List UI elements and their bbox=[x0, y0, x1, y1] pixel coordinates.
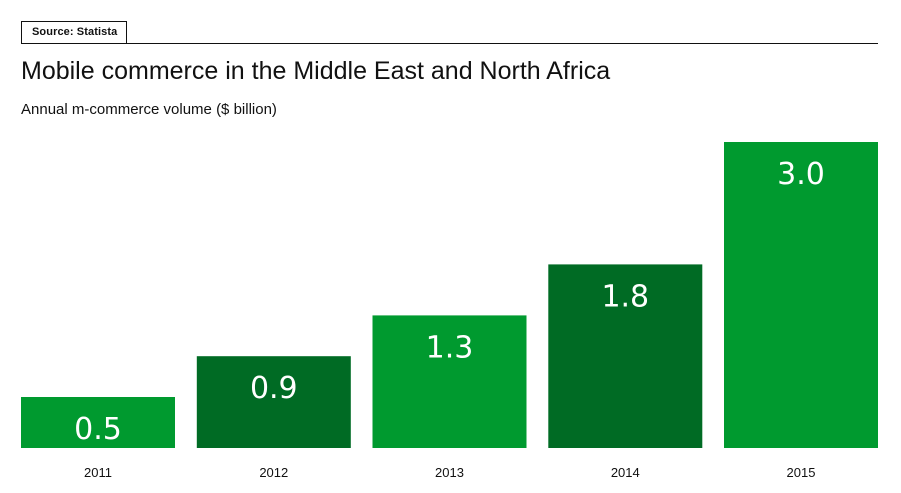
x-tick-label-2015: 2015 bbox=[787, 465, 816, 480]
header-divider bbox=[21, 43, 878, 44]
bar-2012 bbox=[196, 356, 351, 448]
bar-2013 bbox=[372, 315, 527, 448]
chart-subtitle: Annual m-commerce volume ($ billion) bbox=[21, 101, 277, 118]
bar-value-label-2015: 3.0 bbox=[777, 157, 825, 192]
bar-2011 bbox=[21, 397, 175, 448]
bar-2015 bbox=[724, 142, 878, 448]
bar-2014 bbox=[548, 264, 703, 448]
bar-value-label-2011: 0.5 bbox=[74, 412, 122, 447]
x-tick-label-2012: 2012 bbox=[259, 465, 288, 480]
chart-title: Mobile commerce in the Middle East and N… bbox=[21, 57, 611, 85]
bar-value-label-2014: 1.8 bbox=[601, 279, 649, 314]
x-tick-label-2011: 2011 bbox=[84, 465, 112, 480]
x-tick-label-2013: 2013 bbox=[435, 465, 464, 480]
bar-value-label-2013: 1.3 bbox=[426, 330, 474, 365]
x-tick-label-2014: 2014 bbox=[611, 465, 640, 480]
bar-value-label-2012: 0.9 bbox=[250, 371, 298, 406]
